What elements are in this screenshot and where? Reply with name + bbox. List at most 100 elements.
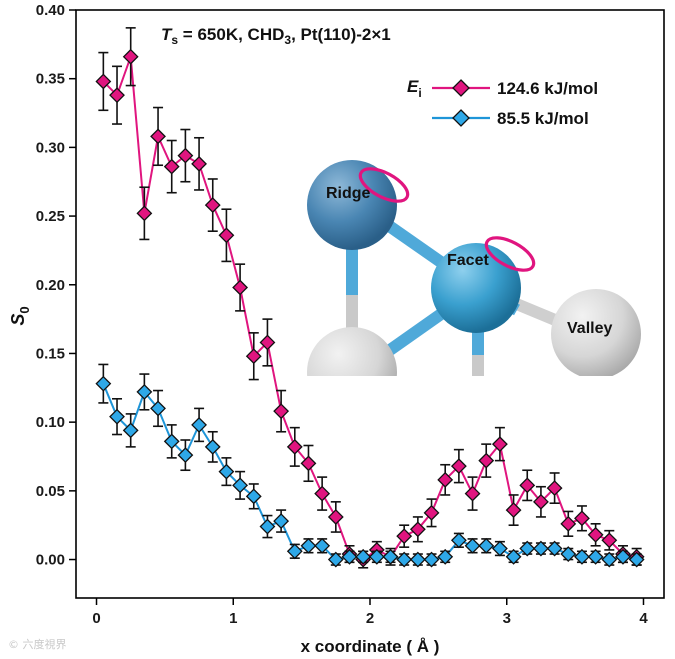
chart-title: Ts = 650K, CHD3, Pt(110)-2×1 [161,25,391,47]
data-point [341,548,358,565]
data-point [396,528,413,545]
series-0 [95,27,645,569]
data-point [109,408,125,425]
y-tick-label: 0.00 [36,552,65,569]
data-point [519,540,536,557]
data-point [300,537,317,554]
data-point [574,548,590,565]
legend-item-0: 124.6 kJ/mol [432,79,598,98]
surface-site-diagram: Ridge Facet Valley [307,160,641,376]
data-point [95,73,112,90]
legend-marker [452,79,470,97]
inset-label-facet: Facet [447,252,489,269]
y-tick-label: 0.05 [36,483,65,500]
y-axis-title: S0 [8,306,32,325]
data-point [355,548,372,565]
data-point [218,463,235,480]
series-line [102,56,637,561]
y-tick-label: 0.25 [36,208,65,225]
data-point [519,477,536,494]
data-point [601,532,618,549]
x-tick-label: 2 [366,610,374,627]
y-tick-label: 0.35 [36,71,65,88]
y-tick-label: 0.10 [36,414,65,431]
y-tick-label: 0.30 [36,139,65,156]
data-point [560,515,577,532]
data-point [505,548,522,565]
title-tail: , Pt(110)-2×1 [291,25,391,44]
legend-item-1: 85.5 kJ/mol [432,109,589,128]
data-point [327,509,344,525]
data-point [286,438,303,455]
data-point [491,436,508,453]
data-point [232,279,249,296]
y-axis-title-s: S [8,314,28,326]
data-point [437,471,454,488]
data-point [382,548,399,565]
data-point [136,384,153,400]
title-t: T [161,25,173,44]
data-point [177,147,194,164]
data-point [601,551,618,568]
series-1 [95,363,645,568]
data-point [423,504,440,521]
title-mid: = 650K, CHD [178,25,284,44]
watermark: © 六度視界 [8,638,67,651]
x-tick-label: 0 [92,610,100,627]
data-point [327,551,344,568]
y-tick-label: 0.15 [36,345,65,362]
x-tick-label: 4 [639,610,648,627]
data-point [464,537,481,554]
legend-label: 124.6 kJ/mol [497,79,598,98]
data-point [587,548,604,565]
series-line [102,383,637,561]
data-point [368,548,385,565]
data-point [314,485,331,502]
data-point [286,543,303,560]
data-point [615,548,631,565]
x-tick-label: 1 [229,610,237,627]
data-point [628,551,645,568]
title-sub-3: 3 [284,33,291,47]
data-point [122,422,139,439]
inset-label-ridge: Ridge [326,185,371,202]
data-point [587,526,604,543]
legend-title-sub: i [418,86,421,100]
data-point [191,416,207,433]
data-point [491,540,508,557]
data-point [273,513,290,529]
data-point [122,48,139,65]
axis-ticks: 0 1 2 3 4 0.00 0.05 0.10 0.15 0.20 0.25 0.30 0.35 0.4… [36,2,649,627]
legend: Ei 124.6 kJ/mol 85.5 kJ/mol [407,77,598,128]
data-point [218,227,235,244]
data-point [163,158,180,175]
data-point [450,458,467,475]
data-point [560,546,577,562]
data-point [533,493,549,510]
data-point [177,447,194,464]
data-point [245,348,262,365]
data-point [314,537,331,554]
legend-title: Ei [407,77,422,100]
data-point [300,455,317,472]
series-layer [95,27,645,569]
data-point [204,438,221,455]
data-point [163,433,180,450]
data-point [150,400,166,417]
data-point [204,197,221,214]
x-axis-title: x coordinate ( Å ) [301,637,440,656]
data-point [574,510,590,527]
legend-marker [452,109,470,127]
data-point [150,128,166,145]
data-point [95,375,112,392]
y-axis-title-sub: 0 [17,306,32,313]
data-point [546,480,563,497]
data-point [109,87,125,104]
data-point [136,205,153,222]
y-tick-label: 0.40 [36,2,65,19]
data-point [259,334,276,351]
data-point [423,551,440,568]
data-point [232,477,249,494]
legend-title-e: E [407,77,419,96]
